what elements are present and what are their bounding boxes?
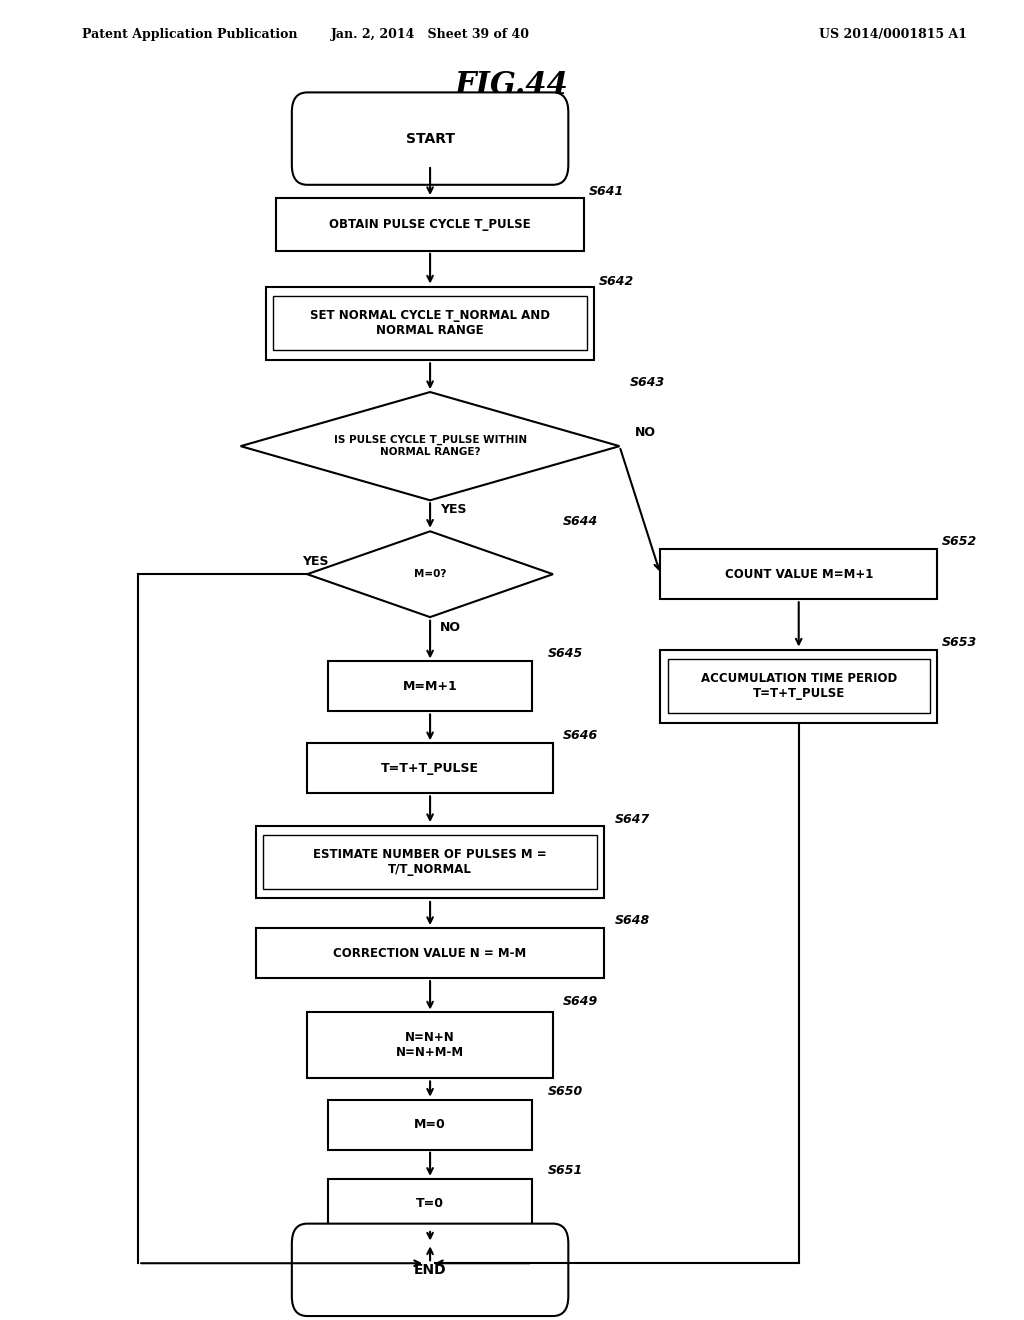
Text: S644: S644 [563,515,598,528]
Text: Jan. 2, 2014   Sheet 39 of 40: Jan. 2, 2014 Sheet 39 of 40 [331,28,529,41]
Text: M=0: M=0 [414,1118,446,1131]
Text: YES: YES [440,503,467,516]
FancyBboxPatch shape [256,928,604,978]
Text: NO: NO [635,426,656,440]
Text: M=0?: M=0? [414,569,446,579]
Text: S642: S642 [599,275,634,288]
Bar [273,296,587,350]
Text: US 2014/0001815 A1: US 2014/0001815 A1 [819,28,968,41]
FancyBboxPatch shape [328,1179,532,1229]
Text: S649: S649 [563,995,598,1008]
Text: S646: S646 [563,729,598,742]
Text: S648: S648 [614,913,649,927]
Text: S645: S645 [548,647,583,660]
Text: COUNT VALUE M=M+1: COUNT VALUE M=M+1 [725,568,872,581]
Text: CORRECTION VALUE N = M-M: CORRECTION VALUE N = M-M [334,946,526,960]
Text: S647: S647 [614,813,649,826]
Text: SET NORMAL CYCLE T_NORMAL AND
NORMAL RANGE: SET NORMAL CYCLE T_NORMAL AND NORMAL RAN… [310,309,550,338]
FancyBboxPatch shape [660,549,937,599]
Text: START: START [406,132,455,145]
Polygon shape [241,392,620,500]
Text: S651: S651 [548,1164,583,1177]
Bar [668,660,930,713]
Bar [256,826,604,899]
Text: NO: NO [440,620,462,634]
FancyBboxPatch shape [276,198,584,251]
Bar [660,651,937,723]
FancyBboxPatch shape [328,1100,532,1150]
Bar [266,286,594,359]
FancyBboxPatch shape [328,661,532,711]
Text: N=N+N
N=N+M-M: N=N+N N=N+M-M [396,1031,464,1060]
Text: YES: YES [302,554,329,568]
Polygon shape [307,532,553,618]
Text: ESTIMATE NUMBER OF PULSES M =
T/T_NORMAL: ESTIMATE NUMBER OF PULSES M = T/T_NORMAL [313,847,547,876]
FancyBboxPatch shape [307,1012,553,1078]
Text: IS PULSE CYCLE T_PULSE WITHIN
NORMAL RANGE?: IS PULSE CYCLE T_PULSE WITHIN NORMAL RAN… [334,436,526,457]
Text: FIG.44: FIG.44 [455,70,569,102]
Text: OBTAIN PULSE CYCLE T_PULSE: OBTAIN PULSE CYCLE T_PULSE [330,218,530,231]
Text: T=T+T_PULSE: T=T+T_PULSE [381,762,479,775]
Bar [263,836,597,890]
Text: S653: S653 [942,636,977,649]
Text: S643: S643 [630,376,665,389]
Text: S641: S641 [589,185,624,198]
Text: T=0: T=0 [416,1197,444,1210]
Text: M=M+1: M=M+1 [402,680,458,693]
Text: S652: S652 [942,535,977,548]
FancyBboxPatch shape [307,743,553,793]
FancyBboxPatch shape [292,92,568,185]
Text: Patent Application Publication: Patent Application Publication [82,28,297,41]
FancyBboxPatch shape [292,1224,568,1316]
Text: ACCUMULATION TIME PERIOD
T=T+T_PULSE: ACCUMULATION TIME PERIOD T=T+T_PULSE [700,672,897,701]
Text: S650: S650 [548,1085,583,1098]
Text: END: END [414,1263,446,1276]
